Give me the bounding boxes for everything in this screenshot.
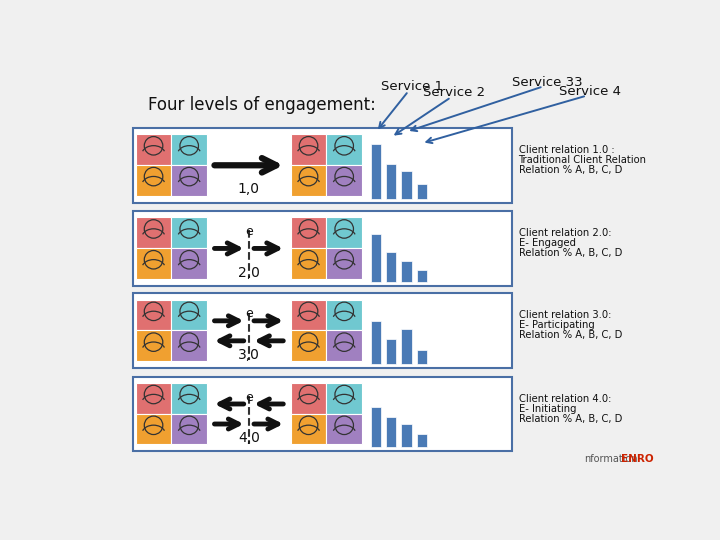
Bar xyxy=(136,383,171,414)
Text: Relation % A, B, C, D: Relation % A, B, C, D xyxy=(518,414,622,423)
Bar xyxy=(371,407,381,448)
Text: e: e xyxy=(245,225,253,238)
Bar xyxy=(326,248,362,279)
Bar xyxy=(371,144,381,199)
Bar xyxy=(132,377,513,451)
Bar xyxy=(291,300,326,330)
Bar xyxy=(291,414,326,444)
Bar xyxy=(171,217,207,248)
Bar xyxy=(326,165,362,195)
Bar xyxy=(401,424,412,448)
Text: Four levels of engagement:: Four levels of engagement: xyxy=(148,96,376,114)
Text: Relation % A, B, C, D: Relation % A, B, C, D xyxy=(518,330,622,340)
Bar xyxy=(291,330,326,361)
Bar xyxy=(171,330,207,361)
Text: 2,0: 2,0 xyxy=(238,266,260,280)
Bar xyxy=(326,134,362,165)
Text: Service 2: Service 2 xyxy=(423,86,485,99)
Bar xyxy=(401,329,412,364)
Bar xyxy=(326,330,362,361)
Bar xyxy=(386,417,396,448)
Bar xyxy=(326,217,362,248)
Bar xyxy=(417,184,427,199)
Text: e: e xyxy=(245,307,253,320)
Text: ENRO: ENRO xyxy=(621,454,654,464)
Bar xyxy=(171,165,207,195)
Text: E- Participating: E- Participating xyxy=(518,320,594,330)
Bar xyxy=(171,414,207,444)
Bar xyxy=(386,252,396,282)
Bar xyxy=(136,217,171,248)
Bar xyxy=(326,300,362,330)
Bar xyxy=(371,234,381,282)
Text: Relation % A, B, C, D: Relation % A, B, C, D xyxy=(518,165,622,175)
Bar xyxy=(136,134,171,165)
Text: E- Engaged: E- Engaged xyxy=(518,238,575,248)
Bar xyxy=(171,248,207,279)
Text: Client relation 4.0:: Client relation 4.0: xyxy=(518,394,611,403)
Bar xyxy=(291,383,326,414)
Text: E- Initiating: E- Initiating xyxy=(518,403,576,414)
Bar xyxy=(417,349,427,364)
Bar xyxy=(291,217,326,248)
Bar xyxy=(291,134,326,165)
Bar xyxy=(132,128,513,202)
Bar xyxy=(136,330,171,361)
Bar xyxy=(136,248,171,279)
Bar xyxy=(417,434,427,448)
Text: Service 4: Service 4 xyxy=(559,85,621,98)
Bar xyxy=(386,339,396,364)
Bar xyxy=(326,414,362,444)
Bar xyxy=(171,134,207,165)
Bar xyxy=(401,260,412,282)
Bar xyxy=(291,165,326,195)
Text: Client relation 1.0 :: Client relation 1.0 : xyxy=(518,145,614,155)
Text: nformation: nformation xyxy=(585,454,638,464)
Text: Service 33: Service 33 xyxy=(513,76,583,89)
Text: Service 1: Service 1 xyxy=(381,80,443,93)
Bar xyxy=(132,211,513,286)
Bar xyxy=(401,171,412,199)
Bar xyxy=(136,300,171,330)
Bar xyxy=(136,414,171,444)
Text: 3,0: 3,0 xyxy=(238,348,260,362)
Text: 4,0: 4,0 xyxy=(238,431,260,445)
Bar xyxy=(171,383,207,414)
Bar xyxy=(326,383,362,414)
Bar xyxy=(386,164,396,199)
Bar xyxy=(291,248,326,279)
Bar xyxy=(171,300,207,330)
Bar xyxy=(136,165,171,195)
Bar xyxy=(132,294,513,368)
Text: Relation % A, B, C, D: Relation % A, B, C, D xyxy=(518,248,622,258)
Text: Traditional Client Relation: Traditional Client Relation xyxy=(518,155,647,165)
Text: e: e xyxy=(245,390,253,403)
Text: Client relation 2.0:: Client relation 2.0: xyxy=(518,228,611,238)
Bar xyxy=(417,270,427,282)
Text: Client relation 3.0:: Client relation 3.0: xyxy=(518,310,611,320)
Text: 1,0: 1,0 xyxy=(238,183,260,197)
Bar xyxy=(371,321,381,364)
